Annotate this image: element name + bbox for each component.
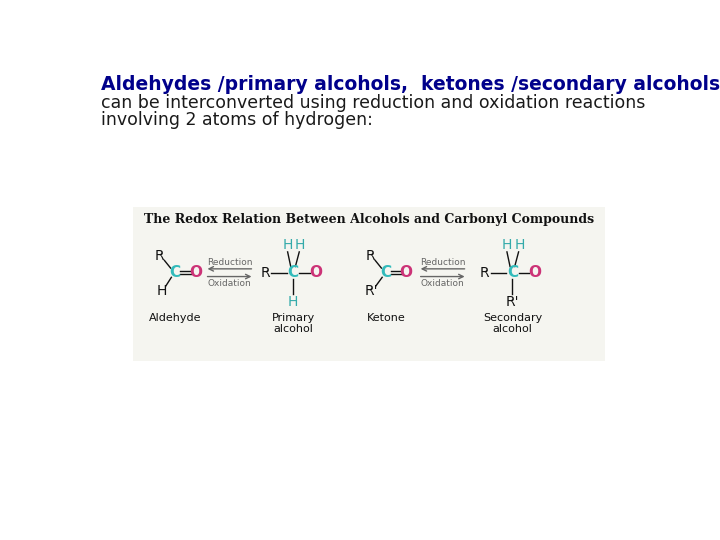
- Text: O: O: [309, 265, 322, 280]
- Text: Primary
alcohol: Primary alcohol: [271, 313, 315, 334]
- Text: Aldehydes /primary alcohols,  ketones /secondary alcohols: Aldehydes /primary alcohols, ketones /se…: [101, 75, 720, 94]
- Text: R: R: [261, 266, 270, 280]
- Text: H: H: [294, 238, 305, 252]
- Text: Ketone: Ketone: [366, 313, 405, 323]
- Text: H: H: [514, 238, 525, 252]
- Text: R: R: [366, 249, 375, 263]
- Text: Secondary
alcohol: Secondary alcohol: [482, 313, 542, 334]
- Text: can be interconverted using reduction and oxidation reactions: can be interconverted using reduction an…: [101, 94, 645, 112]
- FancyBboxPatch shape: [132, 207, 606, 361]
- Text: R: R: [155, 249, 165, 263]
- Text: Reduction: Reduction: [420, 258, 465, 267]
- Text: Reduction: Reduction: [207, 258, 252, 267]
- Text: H: H: [282, 238, 293, 252]
- Text: Oxidation: Oxidation: [207, 279, 251, 288]
- Text: O: O: [400, 265, 413, 280]
- Text: O: O: [528, 265, 541, 280]
- Text: C: C: [380, 265, 392, 280]
- Text: Oxidation: Oxidation: [420, 279, 464, 288]
- Text: The Redox Relation Between Alcohols and Carbonyl Compounds: The Redox Relation Between Alcohols and …: [144, 213, 594, 226]
- Text: C: C: [287, 265, 299, 280]
- Text: R: R: [480, 266, 490, 280]
- Text: H: H: [157, 284, 167, 298]
- Text: H: H: [502, 238, 512, 252]
- Text: R': R': [505, 295, 519, 309]
- Text: C: C: [507, 265, 518, 280]
- Text: involving 2 atoms of hydrogen:: involving 2 atoms of hydrogen:: [101, 111, 373, 129]
- Text: R': R': [364, 284, 378, 298]
- Text: C: C: [170, 265, 181, 280]
- Text: O: O: [189, 265, 202, 280]
- Text: Aldehyde: Aldehyde: [149, 313, 202, 323]
- Text: H: H: [288, 295, 298, 309]
